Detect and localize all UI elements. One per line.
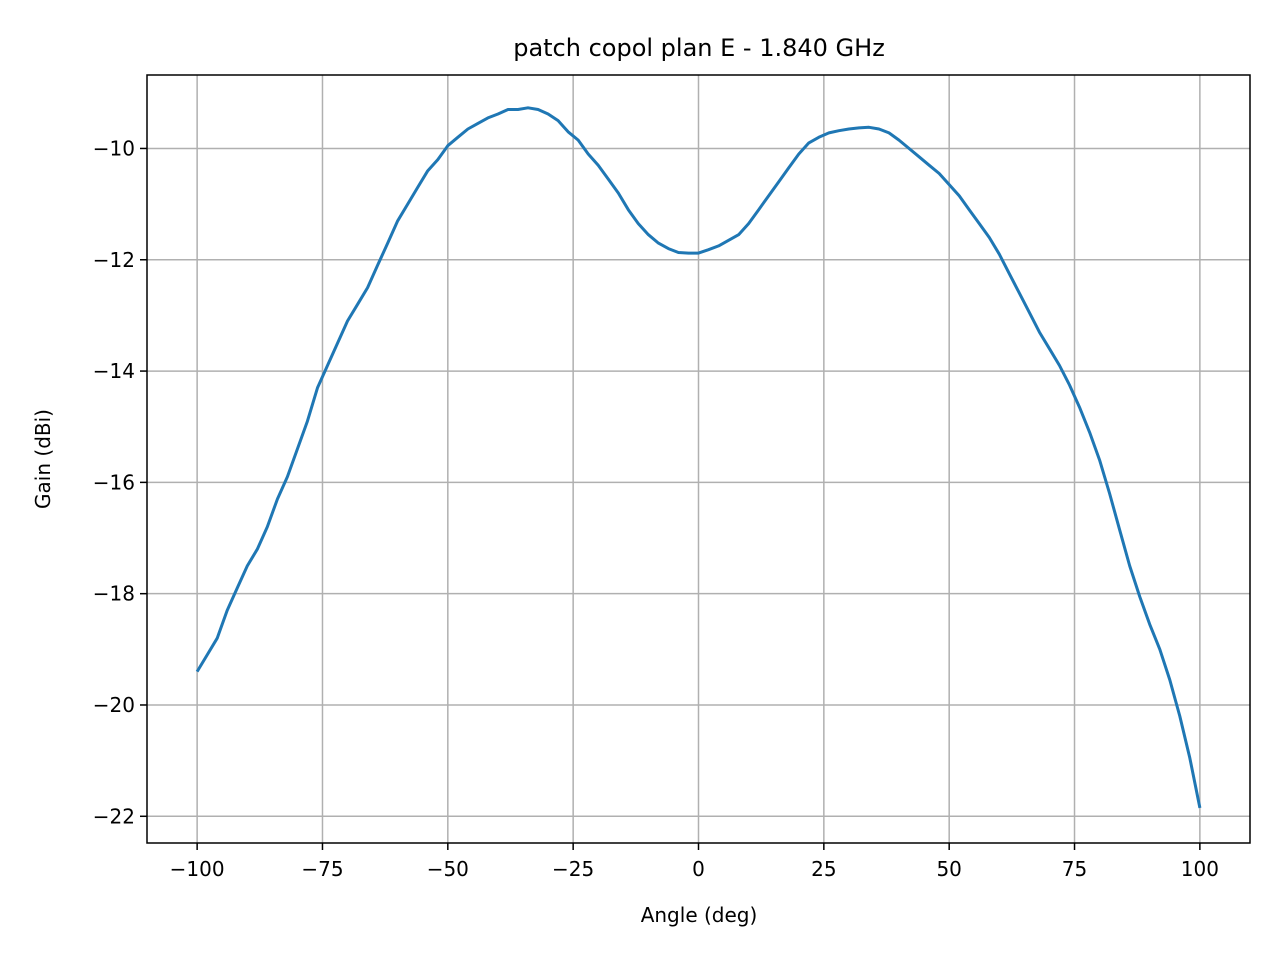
y-tick-label: −14 [93, 359, 135, 383]
x-tick-label: 0 [692, 857, 705, 881]
y-tick-label: −10 [93, 136, 135, 160]
y-tick-label: −18 [93, 582, 135, 606]
x-tick-label: −25 [552, 857, 594, 881]
x-axis-ticks: −100 −75 −50 −25 0 25 50 75 100 [170, 843, 1219, 881]
series-layer [195, 106, 1202, 809]
y-tick-label: −22 [93, 804, 135, 828]
x-tick-label: 100 [1181, 857, 1219, 881]
x-tick-label: 25 [811, 857, 836, 881]
x-tick-label: −100 [170, 857, 225, 881]
x-tick-label: 75 [1062, 857, 1087, 881]
x-tick-label: 50 [936, 857, 961, 881]
y-tick-label: −12 [93, 248, 135, 272]
grid-lines [147, 75, 1250, 843]
y-tick-label: −20 [93, 693, 135, 717]
y-axis-label: Gain (dBi) [31, 409, 55, 509]
series-line [195, 106, 1202, 809]
x-tick-label: −50 [427, 857, 469, 881]
x-tick-label: −75 [301, 857, 343, 881]
y-tick-label: −16 [93, 470, 135, 494]
y-axis-ticks: −22 −20 −18 −16 −14 −12 −10 [93, 136, 147, 828]
chart-title: patch copol plan E - 1.840 GHz [513, 34, 885, 62]
x-axis-label: Angle (deg) [641, 903, 758, 927]
